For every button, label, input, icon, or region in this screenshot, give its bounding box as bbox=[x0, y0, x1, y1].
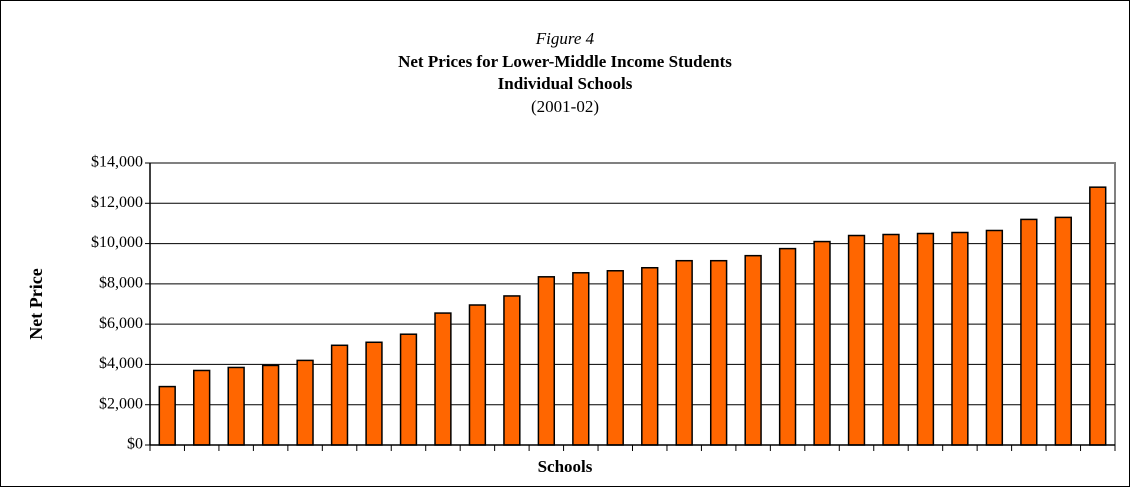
y-tick-label: $0 bbox=[127, 436, 143, 453]
bar bbox=[365, 341, 383, 446]
bar bbox=[1054, 216, 1072, 446]
bar bbox=[606, 270, 624, 446]
bar bbox=[709, 259, 728, 446]
y-axis-label: Net Price bbox=[26, 268, 46, 339]
figure-label: Figure 4 bbox=[535, 29, 595, 48]
bar bbox=[916, 232, 935, 446]
plot-border bbox=[150, 162, 1116, 445]
bar bbox=[951, 231, 969, 446]
bar bbox=[330, 344, 349, 446]
bar bbox=[744, 254, 762, 446]
bar bbox=[261, 364, 280, 446]
bar bbox=[227, 366, 245, 446]
y-tick-label: $4,000 bbox=[99, 355, 143, 372]
x-axis-label: Schools bbox=[538, 457, 593, 476]
bar bbox=[847, 234, 866, 446]
bar bbox=[813, 240, 831, 446]
bar bbox=[468, 304, 487, 446]
y-tick-label: $10,000 bbox=[91, 234, 143, 251]
bar bbox=[1089, 186, 1107, 446]
y-tick-label: $14,000 bbox=[91, 154, 143, 171]
bar bbox=[193, 369, 211, 446]
chart-period: (2001-02) bbox=[531, 97, 599, 116]
bar bbox=[675, 259, 693, 446]
bar bbox=[1020, 218, 1038, 446]
bar bbox=[882, 233, 900, 446]
bar bbox=[572, 272, 590, 446]
bar bbox=[296, 359, 314, 446]
bar bbox=[537, 276, 556, 446]
chart-subtitle: Individual Schools bbox=[498, 74, 633, 93]
bar bbox=[778, 247, 797, 446]
y-tick-label: $6,000 bbox=[99, 315, 143, 332]
bar bbox=[503, 295, 521, 446]
y-tick-label: $12,000 bbox=[91, 194, 143, 211]
bar bbox=[399, 333, 418, 446]
chart-title: Net Prices for Lower-Middle Income Stude… bbox=[398, 52, 732, 71]
bar bbox=[434, 312, 452, 446]
bar bbox=[641, 266, 659, 446]
bar bbox=[158, 385, 176, 446]
y-tick-label: $2,000 bbox=[99, 395, 143, 412]
bar bbox=[985, 229, 1004, 446]
y-tick-label: $8,000 bbox=[99, 275, 143, 292]
